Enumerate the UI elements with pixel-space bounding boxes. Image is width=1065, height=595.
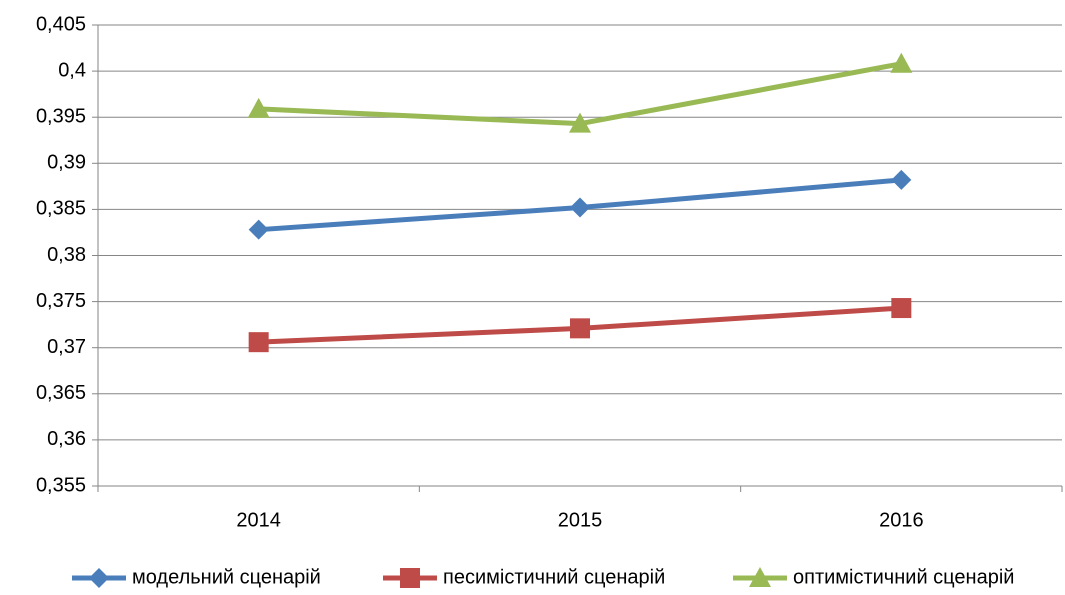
legend-label: песимістичний сценарій (443, 566, 665, 588)
data-point (570, 318, 590, 339)
y-tick-label: 0,355 (36, 474, 86, 496)
legend-label: оптимістичний сценарій (793, 566, 1014, 588)
data-point (569, 112, 591, 133)
data-point (248, 219, 269, 240)
y-tick-label: 0,36 (47, 428, 86, 450)
data-point (248, 332, 269, 353)
x-tick-label: 2014 (236, 509, 281, 531)
data-point (247, 97, 270, 118)
y-tick-label: 0,4 (58, 59, 86, 81)
x-tick-label: 2016 (879, 509, 924, 531)
y-tick-label: 0,39 (47, 152, 86, 174)
y-tick-label: 0,375 (36, 290, 86, 312)
y-tick-label: 0,365 (36, 382, 86, 404)
x-tick-label: 2015 (558, 509, 603, 531)
data-point (891, 169, 912, 190)
y-tick-label: 0,385 (36, 198, 86, 220)
legend-marker (400, 568, 420, 588)
y-tick-label: 0,37 (47, 336, 86, 358)
y-tick-label: 0,38 (47, 244, 86, 266)
legend-label: модельний сценарій (132, 566, 321, 588)
data-point (891, 298, 912, 319)
data-point (570, 197, 590, 218)
y-tick-label: 0,395 (36, 105, 86, 127)
legend-marker (89, 568, 109, 588)
legend-marker (749, 567, 771, 587)
data-point (890, 52, 913, 73)
y-tick-label: 0,405 (36, 13, 86, 35)
